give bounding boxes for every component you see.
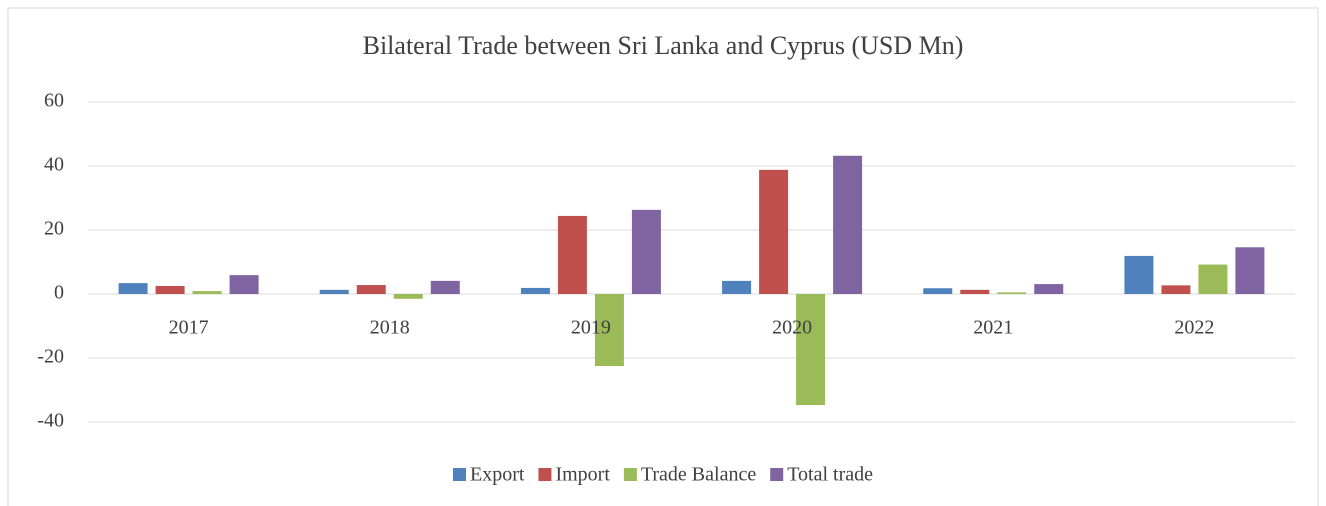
x-tick-label: 2020 bbox=[772, 317, 812, 339]
bar bbox=[722, 280, 752, 294]
legend-label: Import bbox=[555, 464, 610, 486]
bar bbox=[520, 287, 550, 294]
bar bbox=[557, 215, 587, 294]
bar bbox=[155, 286, 185, 294]
y-tick-label: 40 bbox=[44, 154, 64, 176]
bar bbox=[118, 283, 148, 294]
bar bbox=[960, 289, 990, 294]
bar bbox=[430, 280, 460, 294]
bar bbox=[319, 289, 349, 294]
y-tick-label: 20 bbox=[44, 218, 64, 240]
legend-label: Export bbox=[470, 464, 525, 486]
bar bbox=[759, 169, 789, 294]
chart-title: Bilateral Trade between Sri Lanka and Cy… bbox=[363, 31, 964, 60]
bar bbox=[356, 285, 386, 294]
bar bbox=[1124, 255, 1154, 294]
legend-swatch bbox=[453, 468, 466, 481]
chart-frame bbox=[7, 7, 1319, 506]
bar bbox=[631, 209, 661, 294]
bar bbox=[997, 292, 1027, 294]
y-tick-label: 0 bbox=[54, 282, 64, 304]
legend-swatch bbox=[623, 468, 637, 481]
y-tick-label: -40 bbox=[37, 410, 64, 432]
bar bbox=[229, 275, 259, 294]
legend-label: Trade Balance bbox=[641, 464, 756, 486]
y-tick-label: 60 bbox=[44, 90, 64, 112]
legend-swatch bbox=[770, 468, 784, 481]
x-tick-label: 2022 bbox=[1174, 317, 1214, 339]
bar bbox=[594, 294, 624, 366]
x-tick-label: 2019 bbox=[571, 317, 611, 339]
legend-label: Total trade bbox=[787, 464, 873, 486]
x-tick-label: 2017 bbox=[169, 317, 209, 339]
bar bbox=[393, 294, 423, 299]
bar bbox=[796, 294, 826, 406]
bar bbox=[923, 288, 953, 294]
y-tick-label: -20 bbox=[37, 346, 64, 368]
x-tick-label: 2018 bbox=[370, 317, 410, 339]
bar bbox=[1235, 247, 1265, 294]
x-tick-label: 2021 bbox=[973, 317, 1013, 339]
bar bbox=[1034, 284, 1064, 294]
bar bbox=[833, 155, 863, 294]
bar bbox=[1161, 285, 1191, 294]
bar bbox=[192, 291, 222, 294]
bar bbox=[1198, 264, 1228, 294]
legend-swatch bbox=[538, 468, 552, 481]
